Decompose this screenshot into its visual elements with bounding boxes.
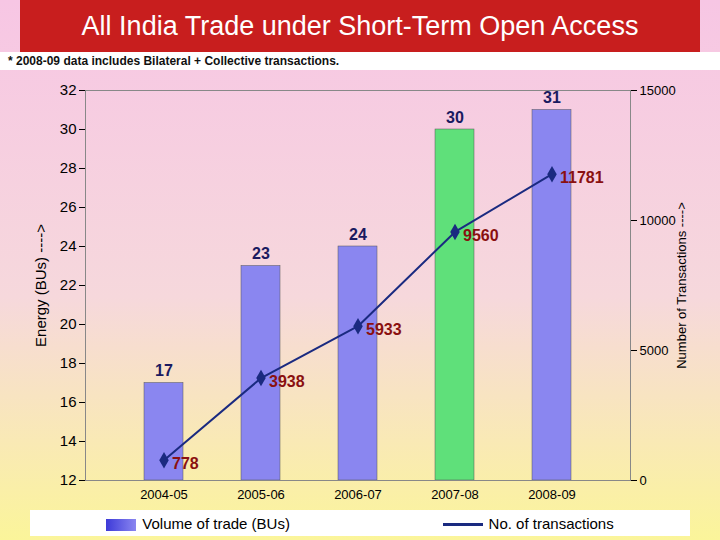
svg-text:5933: 5933 [366,321,402,338]
svg-text:24: 24 [60,237,77,254]
svg-text:30: 30 [446,109,464,126]
svg-text:15000: 15000 [640,83,676,98]
svg-text:24: 24 [349,226,367,243]
svg-text:2004-05: 2004-05 [140,487,188,502]
svg-text:2007-08: 2007-08 [431,487,479,502]
svg-text:23: 23 [252,245,270,262]
svg-text:17: 17 [155,362,173,379]
svg-text:12: 12 [60,471,77,488]
svg-text:9560: 9560 [463,227,499,244]
html-text:All India Trade under Short-Te: All India Trade under Short-Term Open Ac… [81,11,639,41]
html-text:* 2008-09 data includes Bilate: * 2008-09 data includes Bilateral + Coll… [8,54,340,68]
svg-text:2008-09: 2008-09 [528,487,576,502]
svg-text:14: 14 [60,432,77,449]
svg-text:0: 0 [640,473,647,488]
svg-text:22: 22 [60,276,77,293]
svg-text:5000: 5000 [640,343,669,358]
html-text:No. of transactions: No. of transactions [488,514,614,532]
svg-text:Energy (BUs) ---->: Energy (BUs) ----> [32,224,49,347]
svg-text:16: 16 [60,393,77,410]
svg-text:20: 20 [60,315,77,332]
svg-text:32: 32 [60,81,77,98]
svg-text:Number of Transactions ---->: Number of Transactions ----> [674,202,689,369]
svg-text:778: 778 [172,455,199,472]
svg-text:18: 18 [60,354,77,371]
html-text:Volume of trade (BUs): Volume of trade (BUs) [142,514,290,532]
svg-text:11781: 11781 [560,169,604,186]
svg-text:10000: 10000 [640,213,676,228]
svg-text:2006-07: 2006-07 [334,487,382,502]
svg-text:31: 31 [543,89,561,106]
svg-text:30: 30 [60,120,77,137]
svg-text:3938: 3938 [269,373,305,390]
svg-text:2005-06: 2005-06 [237,487,285,502]
svg-text:28: 28 [60,159,77,176]
svg-text:26: 26 [60,198,77,215]
